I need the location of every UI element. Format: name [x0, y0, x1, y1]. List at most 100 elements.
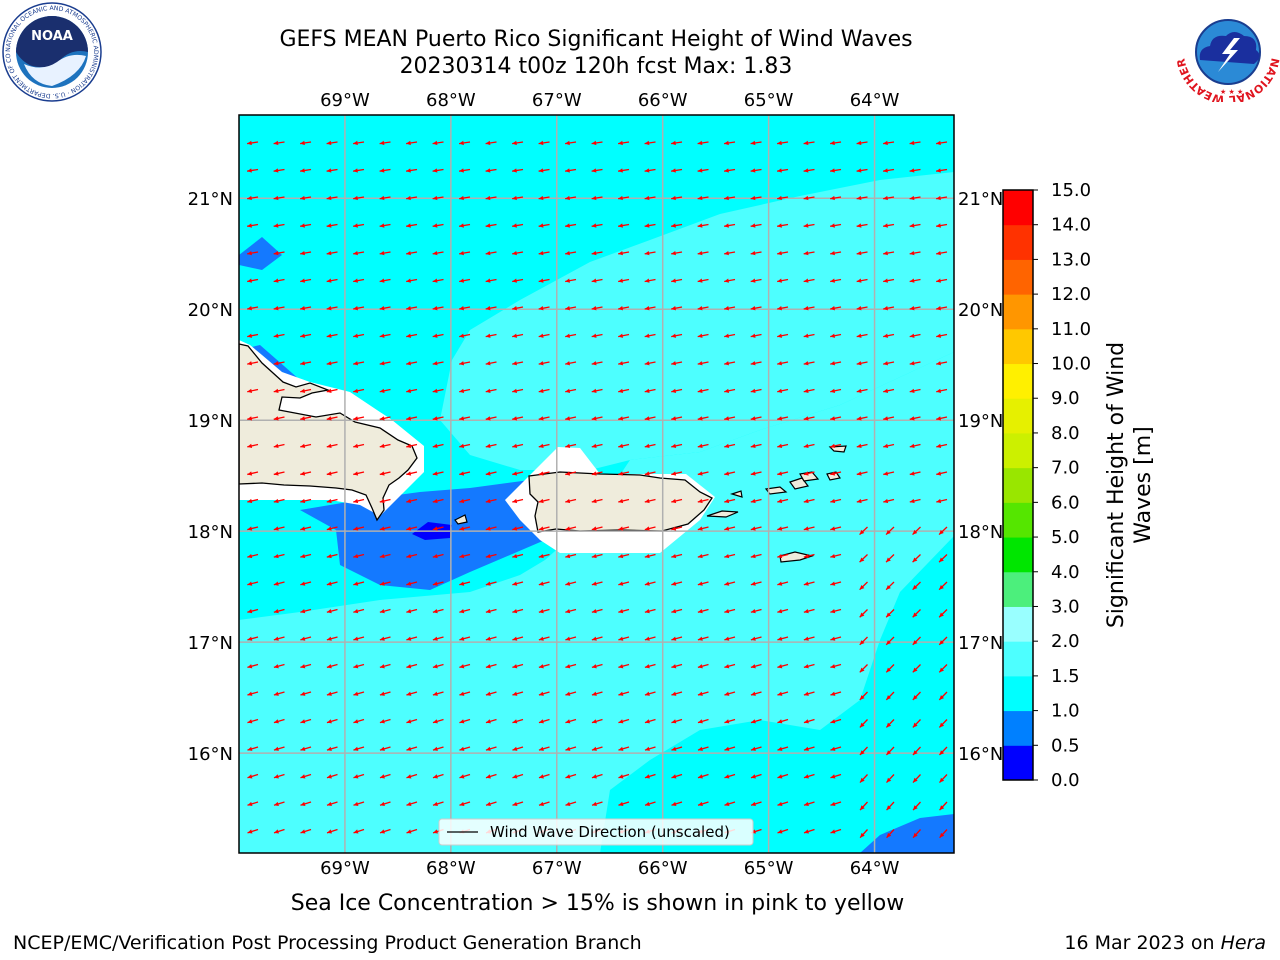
wind-arrow-217 [273, 361, 285, 366]
wind-arrow-605 [538, 746, 550, 751]
wind-arrow-443 [538, 581, 550, 586]
wind-arrow-634 [591, 773, 603, 779]
lon-label-top-2: 67°W [532, 90, 582, 111]
wind-arrow-143 [459, 278, 471, 283]
wind-arrow-414 [485, 553, 497, 559]
wind-arrow-215 [936, 333, 948, 338]
wind-arrow-86 [379, 223, 391, 228]
wind-arrow-259 [671, 388, 683, 393]
wind-arrow-247 [353, 388, 365, 393]
wind-arrow-221 [379, 361, 391, 366]
wind-arrow-196 [432, 333, 444, 338]
wind-arrow-327 [326, 471, 338, 476]
wind-arrow-6 [406, 140, 418, 146]
wind-arrow-610 [671, 746, 683, 751]
wind-arrow-207 [724, 333, 736, 338]
wind-arrow-521 [459, 663, 471, 669]
wind-arrow-647 [939, 774, 948, 783]
wind-arrow-637 [671, 773, 683, 779]
wind-arrow-624 [326, 773, 338, 779]
wind-arrow-168 [406, 306, 418, 311]
colorbar-tick-6: 4.0 [1051, 562, 1080, 583]
colorbar-segment-16 [1003, 190, 1033, 226]
colorbar-tick-10: 8.0 [1051, 423, 1080, 444]
wind-arrow-353 [300, 498, 312, 504]
wind-arrow-654 [406, 801, 418, 807]
wind-arrow-69 [644, 195, 656, 201]
wind-arrow-374 [856, 498, 868, 504]
wind-arrow-561 [803, 691, 815, 696]
wind-arrow-555 [644, 691, 656, 696]
wind-arrow-240 [883, 361, 895, 366]
wind-arrow-331 [432, 471, 444, 476]
lon-label-bottom-4: 65°W [744, 858, 794, 879]
wind-arrow-93 [565, 223, 577, 228]
wind-arrow-129 [803, 250, 815, 256]
wind-arrow-59 [379, 195, 391, 201]
wind-arrow-636 [644, 773, 656, 779]
wind-arrow-38 [538, 168, 550, 173]
wind-arrow-626 [379, 773, 391, 779]
wind-arrow-159 [883, 278, 895, 283]
wind-arrow-588 [803, 718, 815, 724]
wind-arrow-2 [300, 140, 312, 146]
wind-arrow-257 [618, 388, 630, 393]
colorbar-segment-1 [1003, 710, 1033, 746]
wind-arrow-256 [591, 388, 603, 393]
colorbar-segment-7 [1003, 502, 1033, 538]
wind-arrow-184 [830, 306, 842, 311]
wind-arrow-315 [724, 443, 736, 449]
wind-arrow-210 [803, 333, 815, 338]
wind-arrow-118 [512, 250, 524, 256]
wind-arrow-144 [485, 278, 497, 283]
wind-arrow-227 [538, 361, 550, 366]
wind-arrow-17 [697, 140, 709, 146]
wind-arrow-494 [459, 636, 471, 641]
wind-arrow-42 [644, 168, 656, 173]
wind-arrow-541 [273, 691, 285, 696]
wind-arrow-425 [777, 553, 789, 559]
wind-arrow-570 [326, 718, 338, 724]
wind-arrow-359 [459, 498, 471, 504]
wind-arrow-395 [697, 526, 709, 531]
wave-height-region-0-5m-nw [239, 237, 282, 270]
wind-arrow-255 [565, 388, 577, 393]
wind-arrow-365 [618, 498, 630, 504]
wind-arrow-75 [803, 195, 815, 201]
wind-arrow-348 [883, 471, 895, 476]
wind-arrow-369 [724, 498, 736, 504]
wind-arrow-416 [538, 553, 550, 559]
wind-arrow-389 [538, 526, 550, 531]
wind-arrow-192 [326, 333, 338, 338]
wind-arrow-526 [591, 663, 603, 669]
wind-arrow-458 [938, 581, 948, 591]
wind-arrow-185 [856, 306, 868, 311]
wind-arrow-487 [273, 636, 285, 641]
wind-arrow-361 [512, 498, 524, 504]
wind-arrow-645 [886, 774, 895, 783]
wind-arrow-116 [459, 250, 471, 256]
wind-arrow-95 [618, 223, 630, 228]
wind-arrow-696 [803, 828, 815, 834]
wind-arrow-657 [485, 801, 497, 807]
footer-branch: NCEP/EMC/Verification Post Processing Pr… [13, 932, 642, 954]
wind-arrow-80 [936, 195, 948, 201]
colorbar-segment-8 [1003, 467, 1033, 503]
wind-arrow-661 [591, 801, 603, 807]
wind-arrow-268 [909, 388, 921, 393]
wind-arrow-339 [644, 471, 656, 476]
wind-arrow-122 [618, 250, 630, 256]
wind-arrow-406 [273, 553, 285, 559]
footer-date-text: 16 Mar 2023 on [1064, 932, 1221, 954]
wind-arrow-147 [565, 278, 577, 283]
wind-arrow-699 [886, 829, 895, 839]
wind-arrow-151 [671, 278, 683, 283]
colorbar-segment-4 [1003, 606, 1033, 642]
wind-arrow-91 [512, 223, 524, 228]
wind-arrow-200 [538, 333, 550, 338]
wind-arrow-62 [459, 195, 471, 201]
wind-arrow-503 [697, 636, 709, 641]
wind-arrow-304 [432, 443, 444, 449]
wind-arrow-1 [273, 140, 285, 146]
wind-arrow-99 [724, 223, 736, 228]
